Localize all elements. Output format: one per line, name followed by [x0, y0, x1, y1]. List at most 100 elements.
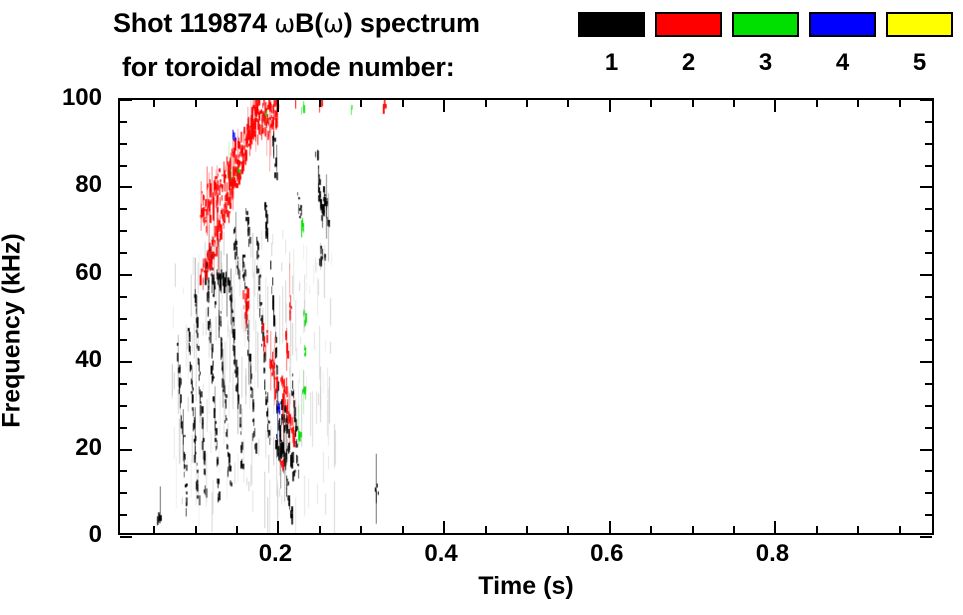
legend-swatch-5	[886, 12, 953, 37]
title-text-mid: B(	[294, 8, 324, 38]
y-axis-title: Frequency (kHz)	[0, 233, 26, 428]
x-tick-0.15	[235, 526, 238, 533]
legend-item-1[interactable]: 1	[578, 12, 645, 75]
y-tick-50	[120, 317, 127, 320]
x-tick-label-0.2: 0.2	[258, 540, 293, 567]
x-tick-top-0.8	[774, 100, 777, 112]
x-tick-0.55	[567, 526, 570, 533]
x-tick-0.3	[360, 526, 363, 533]
x-tick-top-0.65	[650, 100, 653, 107]
omega-symbol-2: ω	[323, 9, 344, 38]
y-tick-100	[120, 99, 132, 101]
x-tick-top-0.7	[691, 100, 694, 107]
legend-swatch-4	[809, 12, 876, 37]
y-tick-right-40	[920, 361, 932, 364]
x-tick-top-0.1	[194, 100, 197, 107]
y-tick-right-60	[920, 273, 932, 276]
legend-item-3[interactable]: 3	[732, 12, 799, 75]
y-tick-35	[120, 383, 127, 386]
title-text-prefix: Shot 119874	[113, 8, 275, 38]
x-tick-0.8	[774, 521, 777, 533]
y-tick-90	[120, 142, 127, 145]
x-tick-0.1	[194, 526, 197, 533]
y-tick-40	[120, 361, 132, 364]
y-tick-30	[120, 404, 127, 407]
spectrogram-canvas	[120, 100, 932, 533]
x-tick-top-0.2	[277, 100, 280, 112]
x-tick-label-0.6: 0.6	[590, 540, 624, 567]
y-tick-5	[120, 514, 127, 517]
y-tick-right-90	[925, 142, 932, 145]
x-tick-0.85	[815, 526, 818, 533]
x-tick-0.05	[153, 526, 156, 533]
x-tick-label-0.8: 0.8	[755, 540, 790, 567]
y-tick-right-50	[925, 317, 932, 320]
x-tick-top-0.35	[401, 100, 404, 107]
y-tick-right-0	[920, 536, 932, 538]
x-tick-0.25	[318, 526, 321, 533]
y-tick-60	[120, 273, 132, 276]
y-tick-right-65	[925, 251, 932, 254]
x-tick-0.4	[443, 521, 446, 533]
y-tick-right-25	[925, 426, 932, 429]
x-tick-top-0.45	[484, 100, 487, 107]
y-tick-75	[120, 208, 127, 211]
x-tick-0.35	[401, 526, 404, 533]
x-axis-title: Time (s)	[478, 572, 574, 600]
y-tick-label-0: 0	[88, 521, 102, 548]
y-tick-85	[120, 164, 127, 167]
omega-symbol-1: ω	[274, 9, 295, 38]
legend-label-3: 3	[758, 49, 773, 76]
y-tick-right-45	[925, 339, 932, 342]
x-tick-0.65	[650, 526, 653, 533]
y-tick-label-80: 80	[75, 171, 102, 199]
y-tick-label-100: 100	[61, 84, 102, 111]
x-tick-0.7	[691, 526, 694, 533]
y-tick-15	[120, 470, 127, 473]
y-tick-right-5	[925, 514, 932, 517]
x-tick-top-0.5	[525, 100, 528, 107]
x-tick-top-0.15	[235, 100, 238, 107]
y-tick-right-75	[925, 208, 932, 211]
legend-label-4: 4	[835, 49, 850, 76]
figure-title-line-2: for toroidal mode number:	[122, 52, 455, 82]
y-tick-right-35	[925, 383, 932, 386]
y-tick-10	[120, 492, 127, 495]
x-tick-top-0.95	[898, 100, 901, 107]
x-tick-0.75	[733, 526, 736, 533]
y-tick-label-40: 40	[75, 346, 102, 374]
legend-swatch-2	[655, 12, 722, 37]
legend-label-2: 2	[681, 49, 696, 76]
y-tick-right-15	[925, 470, 932, 473]
legend-item-2[interactable]: 2	[655, 12, 722, 75]
y-tick-right-20	[920, 448, 932, 451]
x-tick-top-0.75	[733, 100, 736, 107]
x-tick-top-0.3	[360, 100, 363, 107]
y-tick-65	[120, 251, 127, 254]
y-tick-0	[120, 536, 132, 538]
x-tick-0.45	[484, 526, 487, 533]
y-tick-right-80	[920, 186, 932, 189]
x-tick-top-0.6	[608, 100, 611, 112]
legend: 1 2 3 4 5	[578, 12, 958, 90]
y-tick-25	[120, 426, 127, 429]
y-tick-55	[120, 295, 127, 298]
x-tick-top-0.05	[153, 100, 156, 107]
x-tick-top-0.25	[318, 100, 321, 107]
x-tick-0.9	[857, 526, 860, 533]
y-tick-70	[120, 230, 127, 233]
plot-frame	[118, 98, 934, 538]
legend-swatch-3	[732, 12, 799, 37]
title-text-suffix: ) spectrum	[343, 8, 480, 38]
legend-item-5[interactable]: 5	[886, 12, 953, 75]
legend-label-5: 5	[912, 49, 927, 76]
legend-item-4[interactable]: 4	[809, 12, 876, 75]
x-tick-top-0.9	[857, 100, 860, 107]
y-tick-80	[120, 186, 132, 189]
y-tick-right-85	[925, 164, 932, 167]
y-tick-label-60: 60	[75, 258, 102, 286]
y-tick-right-100	[920, 99, 932, 101]
y-tick-right-55	[925, 295, 932, 298]
y-tick-20	[120, 448, 132, 451]
